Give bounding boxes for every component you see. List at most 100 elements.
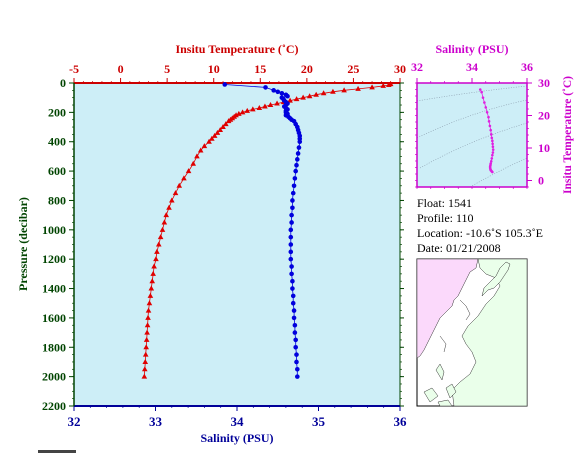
temperature-point bbox=[166, 204, 172, 210]
salinity-point bbox=[294, 162, 299, 168]
temperature-point bbox=[147, 292, 154, 298]
temperature-point bbox=[330, 88, 336, 94]
ts-point bbox=[489, 128, 493, 132]
ts-plot-area bbox=[417, 83, 527, 187]
ts-point bbox=[478, 88, 482, 91]
main-left-ticks: 0 200 400 600 800 1000 1200 1400 1600 1800 2000 220… bbox=[42, 76, 404, 413]
temperature-point bbox=[150, 270, 156, 276]
ts-right-tick-label: 10 bbox=[538, 141, 550, 155]
salinity-point bbox=[279, 90, 285, 96]
left-tick-label: 600 bbox=[48, 164, 66, 178]
salinity-point bbox=[291, 315, 297, 321]
salinity-point bbox=[293, 344, 298, 350]
temperature-point bbox=[157, 234, 164, 240]
ts-top-tick-label: 36 bbox=[521, 60, 533, 74]
ts-point bbox=[487, 120, 491, 123]
temperature-point bbox=[220, 124, 226, 130]
temperature-point bbox=[380, 82, 387, 88]
ts-top-tick-label: 32 bbox=[411, 60, 423, 74]
temperature-point bbox=[217, 126, 224, 132]
temperature-point bbox=[161, 219, 168, 225]
ts-right-axis-label: Insitu Temperature (˚C) bbox=[562, 76, 574, 194]
salinity-point bbox=[290, 278, 295, 284]
temperature-point bbox=[369, 84, 375, 90]
ts-series bbox=[478, 88, 495, 174]
ts-point bbox=[487, 115, 490, 119]
left-tick-label: 2000 bbox=[42, 370, 66, 384]
bottom-tick-label: 36 bbox=[394, 414, 408, 429]
temperature-point bbox=[159, 226, 166, 232]
main-top-ticks: -5 0 5 10 15 20 25 30 bbox=[69, 62, 406, 83]
temperature-point bbox=[145, 307, 152, 313]
temperature-point bbox=[209, 135, 215, 141]
salinity-point bbox=[292, 176, 298, 181]
map-coastline bbox=[439, 299, 471, 353]
temperature-point bbox=[146, 300, 153, 306]
main-plot-area bbox=[74, 83, 400, 406]
bottom-tick-label: 33 bbox=[149, 414, 163, 429]
main-bottom-ticks: 32 33 34 35 36 bbox=[68, 406, 408, 429]
salinity-point bbox=[288, 256, 294, 262]
salinity-point bbox=[289, 212, 294, 218]
salinity-point bbox=[288, 227, 294, 233]
temperature-point bbox=[262, 103, 268, 109]
salinity-point bbox=[293, 168, 298, 174]
temperature-point bbox=[293, 96, 300, 102]
left-tick-label: 400 bbox=[48, 135, 66, 149]
temperature-point bbox=[386, 82, 392, 88]
salinity-point bbox=[289, 220, 294, 225]
temperature-point bbox=[185, 168, 192, 174]
ts-point bbox=[491, 151, 495, 154]
salinity-point bbox=[289, 264, 294, 269]
ts-point bbox=[490, 157, 494, 160]
temperature-point bbox=[214, 129, 221, 135]
footer-stamp bbox=[38, 450, 76, 453]
location-text: Location: -10.6˚S 105.3˚E bbox=[417, 226, 543, 240]
ts-point bbox=[490, 136, 494, 140]
temperature-point bbox=[143, 336, 150, 342]
float-number: Float: 1541 bbox=[417, 196, 473, 210]
salinity-point bbox=[271, 88, 276, 93]
map-land-islands bbox=[423, 363, 457, 407]
salinity-point bbox=[285, 93, 290, 99]
temperature-point bbox=[155, 241, 162, 247]
salinity-point bbox=[291, 183, 297, 189]
temperature-point bbox=[142, 358, 149, 364]
ts-point bbox=[481, 96, 485, 99]
salinity-point bbox=[294, 352, 299, 357]
temperature-point bbox=[143, 344, 149, 350]
salinity-point bbox=[290, 300, 296, 306]
salinity-point bbox=[294, 359, 299, 365]
temperature-point bbox=[148, 285, 155, 291]
date-text: Date: 01/21/2008 bbox=[417, 241, 501, 255]
salinity-point bbox=[292, 330, 298, 335]
ts-top-tick-label: 34 bbox=[466, 60, 478, 74]
temperature-point bbox=[201, 143, 208, 149]
ts-density-contour bbox=[469, 157, 528, 188]
top-tick-label: -5 bbox=[69, 62, 79, 76]
salinity-point bbox=[289, 271, 294, 277]
temperature-point bbox=[144, 322, 151, 328]
temperature-point bbox=[145, 314, 151, 320]
temperature-point bbox=[225, 118, 232, 124]
ts-inset-chart: 32 34 36 0 10 20 30 Salinity (PSU) Insitu Tem… bbox=[411, 42, 574, 194]
left-tick-label: 200 bbox=[48, 105, 66, 119]
ts-point bbox=[491, 139, 494, 143]
ts-right-tick-label: 30 bbox=[538, 76, 550, 90]
temperature-point bbox=[141, 366, 148, 372]
top-tick-label: 5 bbox=[164, 62, 170, 76]
temperature-point bbox=[250, 106, 256, 112]
temperature-point bbox=[153, 256, 159, 262]
ts-point bbox=[484, 106, 488, 109]
temperature-point bbox=[223, 121, 229, 127]
temperature-point bbox=[176, 182, 183, 188]
salinity-point bbox=[290, 190, 296, 196]
top-tick-label: 30 bbox=[394, 62, 406, 76]
ts-point bbox=[485, 110, 489, 114]
ts-right-tick-label: 0 bbox=[538, 174, 544, 188]
ts-point bbox=[480, 90, 483, 94]
main-profile-chart: -5 0 5 10 15 20 25 30 32 33 34 35 36 02004006008001… bbox=[16, 42, 407, 445]
salinity-point bbox=[295, 374, 300, 379]
ts-point bbox=[491, 148, 495, 151]
main-top-axis-label: Insitu Temperature (˚C) bbox=[175, 42, 298, 56]
